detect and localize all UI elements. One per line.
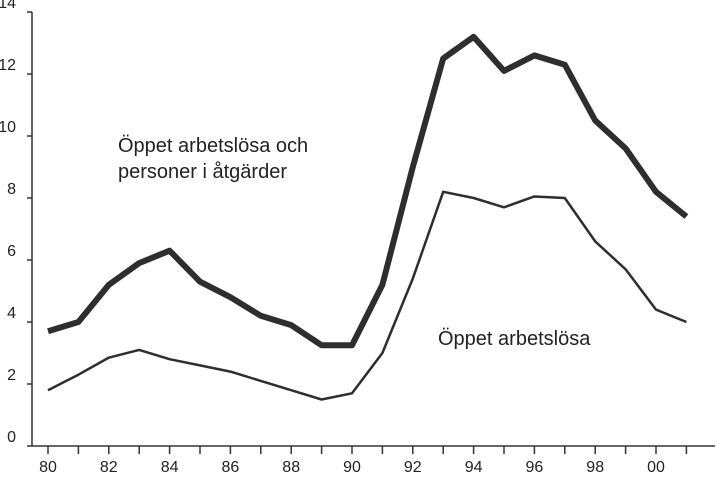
- x-tick-label: 92: [404, 459, 422, 476]
- x-tick-label: 00: [647, 459, 665, 476]
- x-tick-label: 82: [100, 459, 118, 476]
- line: [47, 190, 687, 401]
- x-tick-label: 86: [222, 459, 240, 476]
- x-tick-label: 84: [161, 459, 179, 476]
- y-tick-label: 2: [7, 367, 16, 384]
- x-tick-label: 94: [465, 459, 483, 476]
- y-tick-label: 8: [7, 181, 16, 198]
- y-tick-label: 6: [7, 243, 16, 260]
- series-label: Öppet arbetslösa och personer i åtgärder: [118, 135, 309, 183]
- series-label: Öppet arbetslösa: [438, 328, 591, 350]
- line: [47, 33, 689, 349]
- x-tick-label: 80: [39, 459, 57, 476]
- y-tick-label: 4: [7, 305, 16, 322]
- x-tick-label: 88: [282, 459, 300, 476]
- y-tick-label: 14: [0, 0, 16, 12]
- y-tick-label: 0: [7, 429, 16, 446]
- y-tick-label: 12: [0, 57, 16, 74]
- x-tick-label: 98: [586, 459, 604, 476]
- y-tick-label: 10: [0, 119, 16, 136]
- x-tick-label: 96: [526, 459, 544, 476]
- x-tick-label: 90: [343, 459, 361, 476]
